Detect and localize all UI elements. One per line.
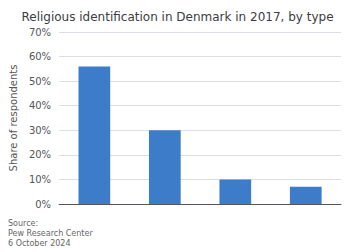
- svg-text:Religious identification in De: Religious identification in Denmark in 2…: [21, 10, 333, 24]
- svg-text:10%: 10%: [29, 174, 51, 185]
- svg-text:30%: 30%: [29, 125, 51, 136]
- svg-text:6 October 2024: 6 October 2024: [8, 239, 71, 248]
- svg-text:60%: 60%: [29, 51, 51, 62]
- svg-text:50%: 50%: [29, 76, 51, 87]
- svg-text:Source:: Source:: [8, 219, 38, 228]
- svg-text:0%: 0%: [35, 199, 51, 210]
- svg-text:Pew Research Center: Pew Research Center: [8, 229, 93, 238]
- svg-text:40%: 40%: [29, 100, 51, 111]
- svg-text:Share of respondents: Share of respondents: [8, 65, 19, 172]
- svg-text:20%: 20%: [29, 149, 51, 160]
- svg-text:70%: 70%: [29, 27, 51, 38]
